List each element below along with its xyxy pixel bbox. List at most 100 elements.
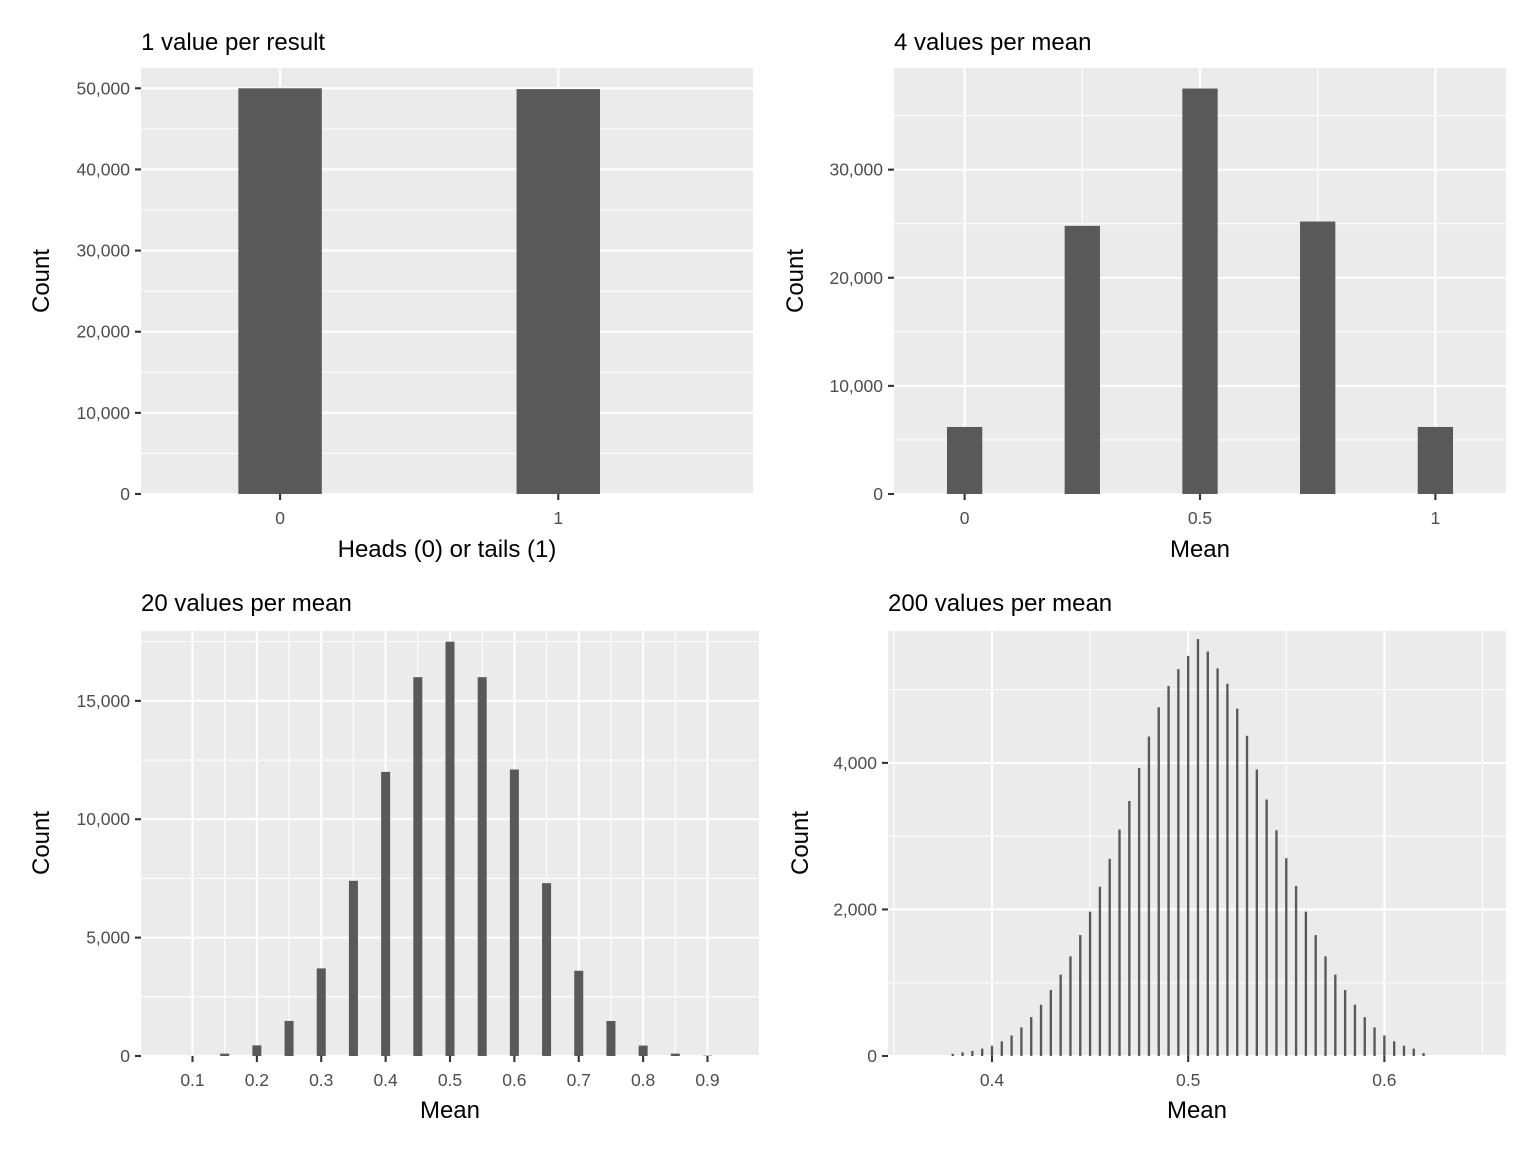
y-tick-label: 10,000 (76, 809, 130, 829)
x-tick-label: 0.8 (631, 1070, 655, 1090)
chart-title: 1 value per result (141, 29, 325, 56)
bar (220, 1053, 230, 1056)
x-tick-label: 0.2 (245, 1070, 269, 1090)
bar (1236, 708, 1239, 1056)
plot-background (141, 68, 753, 494)
chart-title: 4 values per mean (894, 29, 1091, 56)
bar (1334, 974, 1337, 1056)
y-tick-label: 30,000 (76, 241, 130, 261)
bars (238, 88, 600, 494)
bar (381, 771, 391, 1056)
bar (1314, 935, 1317, 1056)
x-tick-label: 0.1 (180, 1070, 204, 1090)
bar (1417, 426, 1454, 494)
bar (606, 1020, 616, 1056)
axis-ticks: 0 10,000 20,000 30,000 0 0.5 1 (829, 160, 1440, 528)
bar (1392, 1041, 1396, 1056)
bar (1049, 990, 1053, 1056)
bar (1245, 735, 1249, 1056)
bar (516, 89, 600, 494)
bar (1353, 1004, 1357, 1056)
y-axis-title: Count (782, 249, 809, 313)
bar (1064, 225, 1100, 495)
bar (1412, 1048, 1415, 1056)
bar (1304, 911, 1308, 1056)
bar (316, 968, 326, 1056)
x-tick-label: 0.4 (980, 1070, 1005, 1090)
bar (1128, 801, 1131, 1056)
bar (542, 883, 552, 1056)
bar (1069, 956, 1072, 1056)
y-tick-label: 0 (867, 1046, 877, 1066)
bar (1147, 736, 1151, 1056)
y-tick-label: 2,000 (833, 899, 877, 919)
x-axis-title: Mean (1170, 536, 1230, 563)
x-tick-label: 0 (960, 508, 970, 528)
chart-200-values-per-mean: 0 2,000 4,000 0.4 0.5 0.6 200 values per mean… (787, 590, 1506, 1124)
bar (1157, 707, 1160, 1056)
bar (1079, 935, 1082, 1056)
bar (1020, 1027, 1023, 1056)
bar (1285, 858, 1288, 1056)
bar (1206, 651, 1209, 1056)
x-axis-title: Mean (420, 1097, 480, 1124)
bar (971, 1050, 974, 1056)
x-tick-label: 0.6 (1372, 1070, 1396, 1090)
bar (946, 426, 983, 494)
x-tick-label: 0.5 (438, 1070, 462, 1090)
bar (1226, 683, 1229, 1056)
x-tick-label: 0.3 (309, 1070, 333, 1090)
bar (1383, 1035, 1386, 1056)
bars (946, 88, 1454, 495)
bar (951, 1053, 954, 1056)
bar (1300, 221, 1336, 494)
x-tick-label: 0.5 (1176, 1070, 1200, 1090)
bar (284, 1020, 294, 1056)
bar (477, 677, 487, 1056)
y-tick-label: 5,000 (86, 928, 130, 948)
x-tick-label: 0.5 (1188, 508, 1212, 528)
bar (1088, 911, 1092, 1056)
bar (1108, 858, 1111, 1056)
x-tick-label: 0 (275, 508, 285, 528)
y-axis-title: Count (28, 811, 55, 875)
y-tick-label: 50,000 (76, 78, 130, 98)
bar (445, 641, 455, 1056)
bar (1265, 799, 1268, 1056)
bar (1167, 685, 1170, 1056)
x-tick-label: 0.9 (695, 1070, 719, 1090)
bar (1098, 886, 1102, 1056)
x-tick-label: 1 (1431, 508, 1441, 528)
bar (1030, 1017, 1033, 1056)
bar (348, 880, 358, 1056)
bar (1059, 974, 1062, 1056)
x-axis-title: Heads (0) or tails (1) (338, 536, 557, 563)
y-tick-label: 0 (120, 1046, 130, 1066)
y-tick-label: 0 (120, 484, 130, 504)
x-axis-title: Mean (1167, 1097, 1227, 1124)
bar (1137, 768, 1141, 1056)
bar (413, 677, 423, 1056)
chart-title: 20 values per mean (141, 590, 352, 617)
bar (961, 1052, 964, 1056)
bar (1039, 1004, 1043, 1056)
chart-title: 200 values per mean (888, 590, 1112, 617)
bar (1343, 990, 1347, 1056)
y-tick-label: 40,000 (76, 159, 130, 179)
y-axis-title: Count (787, 811, 814, 875)
bar (1422, 1053, 1425, 1056)
chart-heads-tails: 0 10,000 20,000 30,000 40,000 50,000 0 1 1 valu… (28, 29, 753, 563)
y-axis-title: Count (28, 249, 55, 313)
x-tick-label: 1 (553, 508, 563, 528)
x-tick-label: 0.6 (502, 1070, 526, 1090)
y-tick-label: 10,000 (76, 403, 130, 423)
bar (990, 1045, 994, 1056)
bar (1216, 668, 1219, 1056)
bar (980, 1048, 984, 1056)
chart-20-values-per-mean: 0 5,000 10,000 15,000 0.1 0.2 0.3 0.4 0.5 0.6 0.7 0… (28, 590, 759, 1124)
bar (638, 1045, 648, 1056)
x-tick-label: 0.7 (567, 1070, 591, 1090)
bar (509, 769, 519, 1056)
bar (238, 88, 322, 494)
x-tick-label: 0.4 (373, 1070, 398, 1090)
